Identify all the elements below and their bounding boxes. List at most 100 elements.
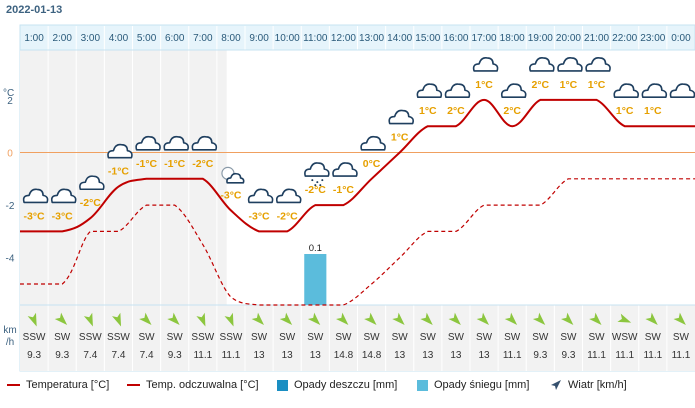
temperature-label: -2°C <box>277 210 299 222</box>
legend-wind: Wiatr [km/h] <box>550 379 627 391</box>
wind-arrow-shape <box>139 312 152 325</box>
snowflake-dot <box>314 184 317 187</box>
wind-direction-label: SW <box>532 332 549 343</box>
wind-arrow-shape <box>476 312 490 325</box>
cloud-shape <box>22 188 49 204</box>
temperature-label: -3°C <box>52 210 74 222</box>
wind-direction-label: SW <box>448 332 465 343</box>
cloud-shape <box>275 188 302 204</box>
legend-rain: Opady deszczu [mm] <box>277 379 397 391</box>
wind-arrow-icon <box>196 312 206 327</box>
temperature-label: 2°C <box>532 79 550 91</box>
hour-label: 17:00 <box>472 33 497 44</box>
cloud-shape <box>669 83 695 99</box>
wind-direction-label: SW <box>420 332 437 343</box>
wind-direction-label: SW <box>54 332 71 343</box>
wind-arrow-icon <box>532 312 546 325</box>
wind-arrow-shape <box>224 312 234 327</box>
hour-label: 9:00 <box>249 33 269 44</box>
wind-direction-label: SW <box>364 332 381 343</box>
hour-label: 20:00 <box>556 33 581 44</box>
hour-label: 23:00 <box>640 33 665 44</box>
wind-arrow-shape <box>532 312 546 325</box>
temperature-label: 2°C <box>503 105 521 117</box>
wind-arrow-shape <box>83 312 93 327</box>
snowflake-dot <box>321 179 324 182</box>
cloud-icon <box>50 188 77 204</box>
y-tick-label: 2 <box>7 96 13 107</box>
temperature-label: 0°C <box>363 158 381 170</box>
wind-speed-label: 9.3 <box>55 350 69 361</box>
hour-label: 0:00 <box>671 33 691 44</box>
temperature-label: 1°C <box>475 79 493 91</box>
y-tick-label: 0 <box>7 149 13 160</box>
cloud-icon <box>585 57 611 72</box>
cloud-icon <box>500 83 527 99</box>
wind-direction-label: SW <box>504 332 521 343</box>
wind-speed-label: 11.1 <box>643 350 662 361</box>
precipitation-label: 0.1 <box>309 243 322 254</box>
wind-direction-label: SW <box>139 332 156 343</box>
wind-direction-label: WSW <box>612 332 638 343</box>
temperature-lines <box>19 98 695 306</box>
wind-arrow-icon <box>251 312 265 325</box>
wind-speed-label: 9.3 <box>561 350 575 361</box>
forecast-date: 2022-01-13 <box>6 4 63 16</box>
wind-arrow-icon <box>448 312 461 325</box>
cloud-shape <box>557 57 583 72</box>
cloud-icon <box>641 83 668 99</box>
wind-arrow-icon <box>420 312 433 325</box>
weather-icons <box>22 57 695 204</box>
legend-rain-label: Opady deszczu [mm] <box>294 379 398 391</box>
wind-arrow-icon <box>139 312 152 325</box>
hour-label: 16:00 <box>443 33 468 44</box>
wind-arrow-icon <box>224 312 234 327</box>
cloud-shape <box>416 83 443 99</box>
wind-arrow-icon <box>27 312 37 327</box>
cloud-shape <box>529 57 555 72</box>
wind-unit-label: km <box>3 325 16 336</box>
wind-arrow-icon <box>279 312 293 325</box>
hour-label: 1:00 <box>24 33 44 44</box>
cloud-icon <box>135 135 161 151</box>
wind-arrow-shape <box>448 312 461 325</box>
wind-arrow-icon <box>551 380 561 391</box>
cloud-icon <box>360 135 386 151</box>
wind-speed-label: 11.1 <box>503 350 522 361</box>
legend-snow-label: Opady śniegu [mm] <box>434 379 530 391</box>
cloud-icon <box>444 83 471 99</box>
hour-label: 21:00 <box>584 33 609 44</box>
wind-arrow-icon <box>504 312 518 325</box>
temperature-label: -2°C <box>192 158 214 170</box>
temperature-label: 1°C <box>419 105 437 117</box>
snowflake-dot <box>316 181 319 184</box>
temperature-labels: -3°C -3°C -2°C -1°C -1°C -1°C -2°C -3°C -3°C -2°C… <box>24 79 663 222</box>
y-tick-label: -2 <box>6 201 15 212</box>
temperature-label: -3°C <box>24 210 46 222</box>
hour-label: 19:00 <box>528 33 553 44</box>
wind-speed-label: 11.1 <box>615 350 634 361</box>
cloud-icon <box>557 57 583 72</box>
temperature-label: -1°C <box>136 158 158 170</box>
wind-speed-label: 9.3 <box>27 350 41 361</box>
wind-arrow-icon <box>392 312 405 325</box>
legend-temperature-swatch <box>7 384 20 387</box>
forecast-chart: 1:00 2:00 3:00 4:00 5:00 6:00 7:00 8:00 9:00 10:0… <box>3 24 695 372</box>
legend: Temperatura [°C] Temp. odczuwalna [°C] O… <box>0 372 695 396</box>
legend-temperature-label: Temperatura [°C] <box>26 379 110 391</box>
wind-arrow-icon <box>673 312 686 325</box>
hour-label: 22:00 <box>612 33 637 44</box>
partly-cloudy-night-icon <box>221 166 245 184</box>
cloud-shape <box>332 162 358 177</box>
wind-direction-label: SSW <box>23 332 46 343</box>
wind-speed-label: 7.4 <box>83 350 97 361</box>
wind-direction-label: SSW <box>79 332 102 343</box>
wind-speed-label: 13 <box>450 350 462 361</box>
wind-arrow-shape <box>167 312 180 325</box>
wind-arrow-shape <box>364 312 377 325</box>
wind-arrow-shape <box>251 312 265 325</box>
temperature-label: 1°C <box>588 79 606 91</box>
y-tick-label: -4 <box>6 254 15 265</box>
wind-arrow-icon <box>83 312 93 327</box>
cloud-shape <box>163 135 189 151</box>
